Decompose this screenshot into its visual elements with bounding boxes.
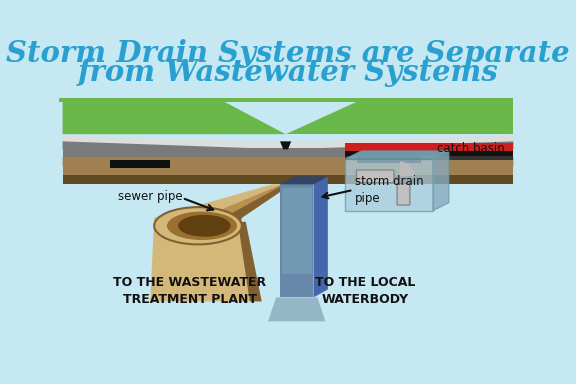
Polygon shape <box>63 175 513 184</box>
Polygon shape <box>63 136 513 149</box>
Polygon shape <box>63 157 250 173</box>
Polygon shape <box>433 151 449 211</box>
Polygon shape <box>346 143 513 151</box>
Polygon shape <box>286 98 513 134</box>
Text: sewer pipe: sewer pipe <box>118 190 183 203</box>
FancyBboxPatch shape <box>357 155 421 163</box>
Polygon shape <box>313 176 328 298</box>
Text: Storm Drain Systems are Separate: Storm Drain Systems are Separate <box>6 39 570 68</box>
Polygon shape <box>63 98 286 134</box>
Polygon shape <box>202 184 291 230</box>
Polygon shape <box>63 157 513 175</box>
Polygon shape <box>346 156 513 161</box>
Text: catch basin: catch basin <box>437 142 505 155</box>
Ellipse shape <box>178 215 230 237</box>
Polygon shape <box>59 98 513 102</box>
FancyBboxPatch shape <box>357 170 394 183</box>
Polygon shape <box>338 157 513 172</box>
Polygon shape <box>282 188 312 273</box>
Ellipse shape <box>167 212 237 240</box>
Polygon shape <box>63 148 513 157</box>
Polygon shape <box>346 151 513 156</box>
Polygon shape <box>154 184 282 234</box>
Polygon shape <box>280 141 291 149</box>
Ellipse shape <box>154 207 242 244</box>
FancyBboxPatch shape <box>397 184 410 205</box>
Polygon shape <box>150 218 250 301</box>
Polygon shape <box>162 184 291 234</box>
Polygon shape <box>280 184 313 298</box>
Polygon shape <box>63 141 513 156</box>
Text: TO THE LOCAL
WATERBODY: TO THE LOCAL WATERBODY <box>315 276 415 306</box>
Text: from Wastewater Systems: from Wastewater Systems <box>78 58 498 86</box>
Polygon shape <box>346 151 449 159</box>
Polygon shape <box>346 159 433 211</box>
Polygon shape <box>238 222 262 301</box>
FancyBboxPatch shape <box>111 160 170 168</box>
Text: TO THE WASTEWATER
TREATMENT PLANT: TO THE WASTEWATER TREATMENT PLANT <box>113 276 267 306</box>
Text: storm drain
pipe: storm drain pipe <box>355 175 423 205</box>
Polygon shape <box>268 298 325 321</box>
Polygon shape <box>280 176 328 184</box>
